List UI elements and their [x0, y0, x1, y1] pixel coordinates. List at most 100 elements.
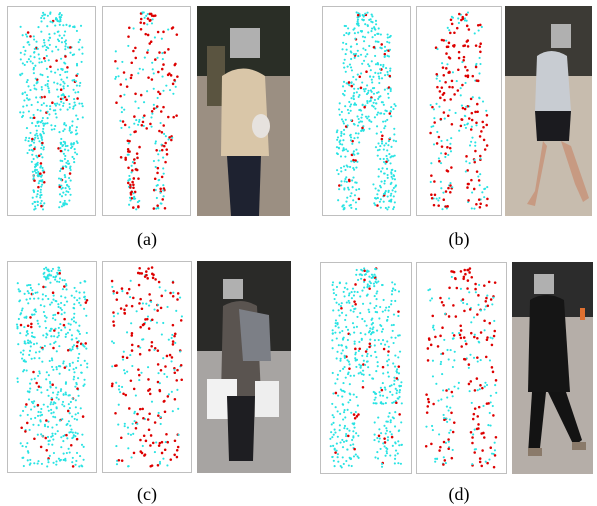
cloud-point	[38, 57, 41, 60]
cloud-point	[340, 344, 343, 347]
cloud-point	[347, 188, 350, 191]
cloud-point	[36, 156, 39, 159]
cloud-point	[60, 301, 63, 305]
cloud-point	[34, 308, 37, 311]
cloud-point	[134, 394, 137, 397]
cloud-point	[357, 31, 360, 34]
cloud-point	[41, 14, 44, 17]
cloud-point	[42, 334, 45, 337]
cloud-point	[343, 390, 346, 393]
cloud-point	[379, 305, 382, 309]
cloud-point	[370, 78, 373, 81]
keypoint-dot	[464, 65, 467, 69]
cloud-point	[391, 189, 394, 192]
cloud-point	[493, 449, 497, 452]
cloud-point	[439, 180, 442, 183]
cloud-point	[338, 424, 341, 427]
cloud-point	[354, 103, 358, 106]
cloud-point	[33, 336, 36, 339]
cloud-point	[37, 26, 40, 29]
cloud-point	[376, 457, 380, 460]
cloud-point	[379, 432, 383, 435]
keypoint-dot	[451, 85, 454, 89]
cloud-point	[39, 96, 42, 99]
cloud-point	[394, 354, 397, 357]
cloud-point	[379, 198, 382, 201]
keypoint-dot	[159, 306, 163, 310]
cloud-point	[32, 177, 35, 180]
cloud-point	[73, 161, 76, 164]
keypoint-dot	[354, 302, 357, 306]
cloud-point	[45, 378, 48, 381]
cloud-point	[451, 71, 455, 74]
cloud-point	[115, 463, 119, 466]
cloud-point	[72, 105, 75, 108]
keypoint-dot	[124, 156, 127, 160]
cloud-point	[19, 111, 22, 114]
cloud-point	[354, 453, 357, 456]
cloud-point	[58, 23, 61, 26]
keypoint-dot	[171, 340, 175, 343]
keypoint-dot	[135, 152, 139, 155]
cloud-point	[50, 412, 53, 415]
cloud-point	[381, 339, 385, 342]
keypoint-dot	[168, 72, 171, 75]
keypoint-dot	[171, 82, 175, 86]
keypoint-dot	[483, 436, 486, 439]
cloud-point	[142, 116, 145, 119]
cloud-point	[338, 429, 341, 432]
keypoint-dot	[137, 177, 140, 180]
cloud-point	[64, 187, 67, 190]
cloud-point	[46, 25, 49, 28]
cloud-point	[339, 359, 342, 362]
face-blur-box	[551, 24, 571, 48]
keypoint-dot	[167, 48, 170, 51]
cloud-point	[147, 366, 150, 369]
keypoint-dot	[443, 459, 447, 462]
keypoint-dot	[474, 65, 478, 69]
cloud-point	[394, 299, 397, 303]
cloud-point	[366, 100, 369, 103]
cloud-point	[348, 363, 351, 366]
cloud-point	[62, 393, 65, 396]
cloud-point	[31, 292, 35, 296]
cloud-point	[366, 101, 369, 105]
cloud-point	[33, 208, 36, 211]
cloud-point	[60, 179, 63, 182]
cloud-point	[345, 314, 348, 317]
cloud-point	[337, 147, 341, 150]
cloud-point	[28, 390, 31, 393]
cloud-point	[77, 394, 80, 397]
cloud-point	[375, 102, 378, 105]
cloud-point	[480, 25, 483, 29]
cloud-point	[347, 27, 350, 30]
cloud-point	[383, 445, 386, 448]
point-cloud-b-keypoints	[416, 6, 502, 216]
cloud-point	[31, 289, 34, 292]
keypoint-dot	[149, 40, 153, 43]
cloud-point	[394, 387, 397, 390]
cloud-point	[448, 29, 451, 32]
cloud-point	[330, 431, 333, 434]
keypoint-dot	[450, 166, 453, 169]
keypoint-dot	[474, 287, 477, 291]
cloud-point	[382, 160, 386, 164]
cloud-point	[345, 282, 348, 285]
cloud-point	[64, 393, 68, 396]
cloud-point	[47, 59, 50, 62]
cloud-point	[373, 98, 376, 102]
cloud-point	[368, 330, 371, 333]
cloud-point	[56, 38, 60, 41]
cloud-point	[71, 79, 74, 82]
cloud-point	[164, 289, 167, 292]
cloud-point	[25, 80, 28, 84]
cloud-point	[34, 291, 37, 294]
keypoint-dot	[33, 437, 36, 441]
keypoint-dot	[132, 186, 135, 190]
cloud-point	[357, 152, 360, 155]
cloud-point	[352, 393, 355, 396]
keypoint-dot	[125, 85, 129, 88]
cloud-point	[355, 166, 358, 169]
cloud-point	[379, 342, 383, 345]
cloud-point	[32, 35, 35, 38]
